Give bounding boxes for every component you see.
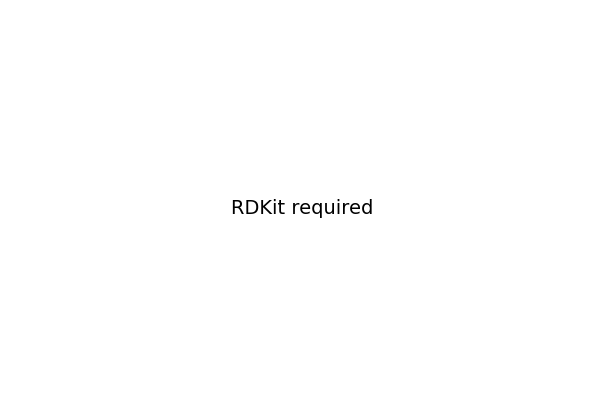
Text: RDKit required: RDKit required <box>231 199 373 218</box>
